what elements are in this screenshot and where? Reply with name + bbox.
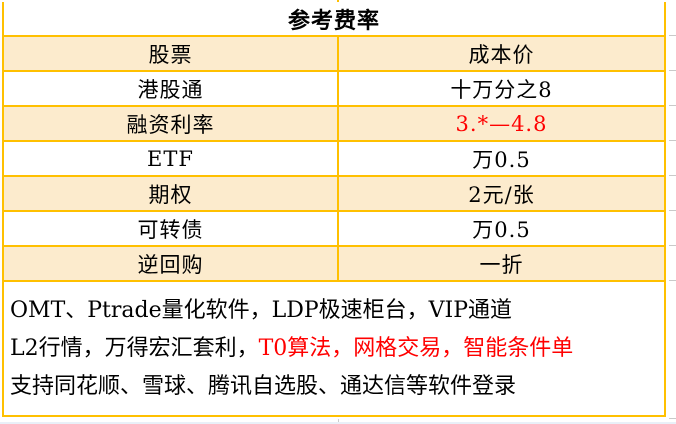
services-note-line1: OMT、Ptrade量化软件，LDP极速柜台，VIP通道: [10, 298, 513, 323]
fee-value-cell: 成本价: [468, 42, 535, 67]
fee-value-cell: 万0.5: [472, 147, 531, 172]
table-row: 可转债 万0.5: [4, 212, 664, 247]
fee-category-cell: 逆回购: [137, 252, 204, 277]
table-row: 逆回购 一折: [4, 247, 664, 282]
services-note-line2: L2行情，万得宏汇套利，T0算法，网格交易，智能条件单: [10, 330, 660, 368]
column-divider: [337, 142, 339, 175]
fee-table: 参考费率 股票 成本价 港股通 十万分之8 融资利率 3.*—4.8 ETF 万…: [2, 2, 666, 417]
gridline-tick: [669, 175, 676, 176]
table-row: 期权 2元/张: [4, 177, 664, 212]
gridline-tick: [669, 140, 676, 141]
column-divider: [337, 107, 339, 140]
column-divider: [337, 177, 339, 210]
next-row-hint: [0, 422, 676, 424]
services-note: OMT、Ptrade量化软件，LDP极速柜台，VIP通道 L2行情，万得宏汇套利…: [4, 282, 664, 417]
gridline-tick: [669, 418, 676, 419]
column-divider: [337, 37, 339, 70]
table-row: 股票 成本价: [4, 37, 664, 72]
fee-category-cell: 期权: [148, 182, 193, 207]
gridline-tick: [669, 35, 676, 36]
column-divider: [337, 212, 339, 245]
gridline-tick: [338, 419, 339, 424]
fee-value-cell-highlighted: 3.*—4.8: [455, 111, 548, 136]
services-note-line2-black: L2行情，万得宏汇套利，: [10, 336, 259, 361]
fee-category-cell: ETF: [147, 146, 194, 171]
table-row: 港股通 十万分之8: [4, 72, 664, 107]
fee-value-cell: 2元/张: [468, 182, 535, 207]
column-divider: [337, 247, 339, 280]
fee-category-cell: 港股通: [137, 77, 204, 102]
fee-category-cell: 可转债: [137, 217, 204, 242]
fee-category-cell: 股票: [148, 42, 193, 67]
table-title: 参考费率: [4, 2, 664, 37]
gridline-tick: [669, 210, 676, 211]
table-row: 融资利率 3.*—4.8: [4, 107, 664, 142]
table-row: ETF 万0.5: [4, 142, 664, 177]
gridline-tick: [669, 105, 676, 106]
fee-value-cell: 万0.5: [472, 217, 531, 242]
gridline-tick: [669, 245, 676, 246]
gridline-tick: [669, 280, 676, 281]
fee-value-cell: 十万分之8: [450, 77, 553, 102]
fee-category-cell: 融资利率: [126, 112, 215, 137]
services-note-line2-red: T0算法，网格交易，智能条件单: [258, 336, 574, 361]
column-divider: [337, 72, 339, 105]
services-note-line3: 支持同花顺、雪球、腾讯自选股、通达信等软件登录: [10, 374, 517, 399]
fee-value-cell: 一折: [479, 252, 524, 277]
gridline-tick: [669, 70, 676, 71]
